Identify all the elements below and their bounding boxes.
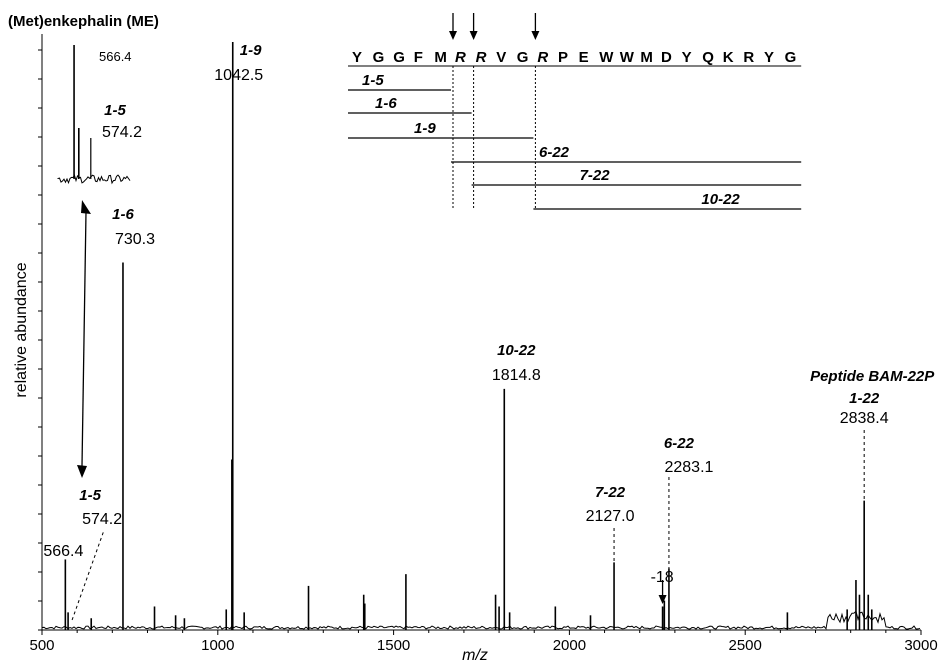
sequence-residue: R	[455, 49, 466, 66]
peak-label-minus-18: -18	[651, 569, 674, 586]
sequence-residue: W	[620, 49, 635, 66]
peak-label-frag-7-22: 7-22	[595, 484, 626, 501]
sequence-residue: Y	[352, 49, 362, 66]
leader-1-5	[71, 529, 105, 621]
peak-label-frag-6-22: 6-22	[664, 435, 695, 452]
peak-label-frag-1-22: 1-22	[849, 390, 880, 407]
sequence-residue: F	[414, 49, 423, 66]
sequence-residue: G	[393, 49, 405, 66]
baseline-noise	[41, 610, 921, 630]
peak-label-mass-2127: 2127.0	[586, 508, 635, 525]
zoom-arrow-shaft	[81, 211, 87, 467]
fragment-label-1-5: 1-5	[362, 72, 384, 89]
sequence-residue: Y	[764, 49, 774, 66]
cleavage-arrow	[469, 13, 478, 40]
x-tick-label: 500	[29, 637, 54, 654]
sequence-residue: Q	[702, 49, 714, 66]
peak-label-mass-574: 574.2	[82, 511, 122, 528]
sequence-residue: M	[434, 49, 447, 66]
arrow-head	[449, 31, 457, 40]
sequence-residue: W	[599, 49, 614, 66]
peak-label-mass-1042: 1042.5	[214, 67, 263, 84]
peak-label-mass-2283: 2283.1	[664, 459, 713, 476]
inset-label-frag-1-5: 1-5	[104, 102, 126, 119]
fragment-label-6-22: 6-22	[539, 144, 570, 161]
water-loss-arrow	[658, 580, 667, 604]
x-tick-label: 2000	[553, 637, 586, 654]
sequence-residue: R	[537, 49, 548, 66]
sequence-residue: P	[558, 49, 568, 66]
peak-label-frag-1-5: 1-5	[79, 487, 101, 504]
sequence-residue: G	[517, 49, 529, 66]
chart-title: (Met)enkephalin (ME)	[8, 13, 159, 30]
sequence-residue: M	[640, 49, 653, 66]
peak-label-mass-566: 566.4	[43, 543, 83, 560]
fragment-label-7-22: 7-22	[580, 167, 611, 184]
peak-label-frag-1-6: 1-6	[112, 206, 134, 223]
x-tick-label: 1500	[377, 637, 410, 654]
peak-label-frag-1-9: 1-9	[240, 42, 262, 59]
x-tick-label: 1000	[201, 637, 234, 654]
sequence-residue: K	[723, 49, 734, 66]
x-axis-label: m/z	[462, 647, 488, 664]
sequence-residue: G	[785, 49, 797, 66]
inset-noise	[57, 174, 131, 185]
zoom-arrow-head-down	[77, 465, 87, 478]
cleavage-arrow	[531, 13, 540, 40]
sequence-residue: G	[373, 49, 385, 66]
cleavage-arrow	[449, 13, 457, 40]
zoom-arrow-head-up	[81, 200, 91, 214]
x-tick-label: 3000	[904, 637, 937, 654]
peak-label-mass-1814: 1814.8	[492, 367, 541, 384]
sequence-residue: E	[579, 49, 589, 66]
peak-label-frag-10-22: 10-22	[497, 342, 536, 359]
peak-label-mass-730: 730.3	[115, 231, 155, 248]
fragment-label-1-9: 1-9	[414, 120, 436, 137]
inset-label-566: 566.4	[99, 49, 132, 64]
sequence-residue: V	[496, 49, 506, 66]
sequence-residue: Y	[682, 49, 692, 66]
inset-label-574: 574.2	[102, 124, 142, 141]
sequence-residue: R	[476, 49, 487, 66]
y-axis-label: relative abundance	[13, 262, 30, 397]
arrow-head	[531, 31, 540, 40]
x-tick-label: 2500	[729, 637, 762, 654]
sequence-residue: D	[661, 49, 672, 66]
zoom-double-arrow	[77, 200, 91, 478]
sequence-residue: R	[743, 49, 754, 66]
arrow-head	[469, 31, 478, 40]
peptide-name-label: Peptide BAM-22P	[810, 368, 935, 385]
fragment-label-10-22: 10-22	[701, 191, 740, 208]
fragment-label-1-6: 1-6	[375, 95, 397, 112]
peak-label-mass-2838: 2838.4	[840, 410, 889, 427]
arrow-head	[658, 595, 667, 604]
